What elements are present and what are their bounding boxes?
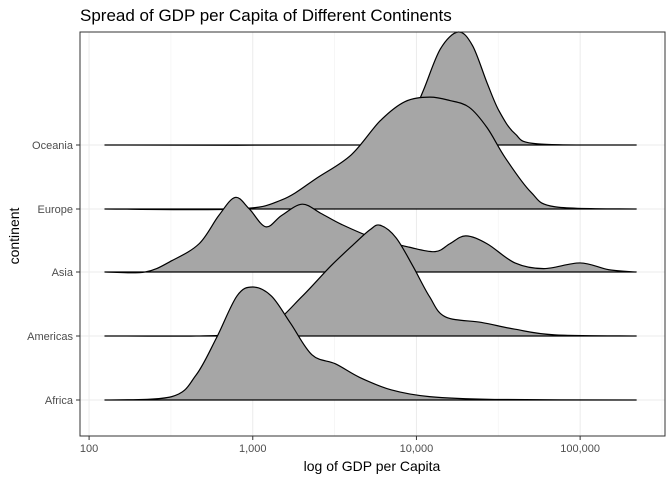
x-tick-label: 10,000	[400, 443, 434, 455]
x-tick-label: 100,000	[560, 443, 600, 455]
x-tick-label: 1,000	[239, 443, 267, 455]
y-axis: Africa Americas Asia Europe Oceania	[27, 140, 80, 407]
chart-title: Spread of GDP per Capita of Different Co…	[80, 6, 452, 25]
y-tick-label: Europe	[38, 204, 73, 216]
ridge-americas	[104, 224, 637, 337]
ridge-asia	[104, 196, 637, 274]
ridge-europe	[104, 96, 637, 211]
ridge-africa	[104, 286, 637, 401]
x-tick-label: 100	[80, 443, 98, 455]
y-tick-label: Americas	[27, 331, 73, 343]
x-axis-title: log of GDP per Capita	[304, 458, 441, 474]
y-axis-title: continent	[6, 207, 22, 264]
ridges	[104, 31, 637, 401]
y-tick-label: Oceania	[32, 140, 74, 152]
y-tick-label: Asia	[52, 267, 74, 279]
panel-border	[79, 31, 666, 437]
x-axis: 100 1,000 10,000 100,000	[80, 436, 600, 455]
ridge-oceania	[104, 31, 637, 146]
y-tick-label: Africa	[45, 395, 74, 407]
